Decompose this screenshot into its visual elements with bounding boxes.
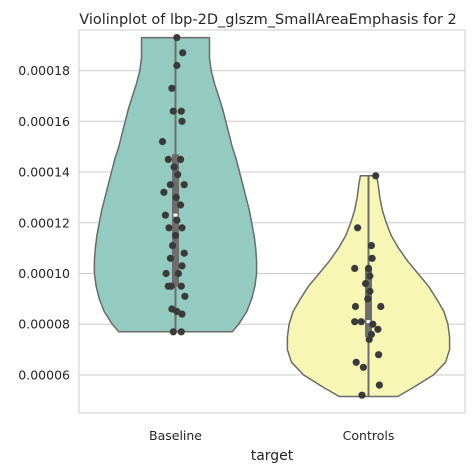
data-point (161, 211, 169, 219)
data-point (357, 318, 365, 326)
data-point (178, 224, 186, 232)
median-marker-baseline (173, 213, 178, 217)
data-point (177, 328, 185, 336)
data-point (164, 155, 172, 163)
data-point (364, 264, 373, 272)
violins (93, 36, 451, 398)
data-point (352, 358, 360, 366)
median-marker-controls (366, 320, 371, 324)
data-point (365, 335, 373, 343)
y-tick-label: 0.00008 (18, 317, 70, 332)
data-point (180, 181, 188, 189)
data-point (177, 201, 185, 209)
y-tick-label: 0.00018 (18, 63, 70, 78)
data-point (174, 171, 182, 179)
data-point (172, 193, 180, 201)
data-point (169, 242, 177, 250)
data-point (169, 107, 177, 115)
x-tick-label-baseline: Baseline (149, 428, 202, 443)
data-point (358, 391, 366, 399)
data-point (367, 242, 375, 250)
data-point (166, 181, 174, 189)
data-point (362, 280, 370, 288)
data-point (173, 34, 181, 42)
chart-title: Violinplot of lbp-2D_glszm_SmallAreaEmph… (79, 12, 457, 28)
data-point (165, 224, 173, 232)
iqr-box-controls (365, 268, 372, 337)
data-point (168, 84, 176, 92)
data-point (364, 295, 372, 303)
data-point (354, 224, 362, 232)
data-point (377, 302, 385, 311)
data-point (351, 302, 360, 311)
data-point (375, 351, 383, 359)
data-point (171, 231, 180, 240)
data-point (158, 138, 167, 146)
data-point (366, 287, 374, 295)
y-tick-label: 0.00006 (18, 367, 70, 382)
data-point (180, 249, 188, 257)
x-axis: Baseline Controls (149, 428, 394, 443)
data-point (366, 272, 374, 280)
data-point (167, 282, 175, 290)
data-point (372, 172, 380, 180)
y-axis: 0.00006 0.00008 0.00010 0.00012 0.00014 0.000… (18, 63, 70, 382)
data-point (166, 254, 174, 262)
data-point (181, 292, 189, 300)
strip-points (158, 34, 385, 399)
y-tick-label: 0.00010 (18, 266, 70, 281)
data-point (369, 320, 377, 328)
data-point (178, 117, 186, 125)
data-point (173, 216, 181, 224)
data-point (169, 328, 177, 336)
data-point (162, 269, 170, 278)
data-point (177, 155, 185, 163)
data-point (368, 254, 376, 262)
x-axis-label: target (251, 448, 294, 464)
data-point (178, 262, 186, 270)
data-point (160, 188, 168, 196)
data-point (351, 318, 359, 326)
y-tick-label: 0.00014 (18, 165, 70, 180)
data-point (375, 381, 383, 389)
data-point (359, 363, 367, 371)
data-point (179, 49, 187, 57)
data-point (177, 282, 185, 290)
data-point (351, 264, 359, 272)
y-tick-label: 0.00016 (18, 114, 70, 129)
data-point (174, 269, 182, 278)
data-point (170, 163, 178, 171)
data-point (178, 310, 186, 318)
plot-frame (78, 29, 466, 414)
data-point (374, 325, 382, 333)
data-point (177, 107, 185, 115)
x-tick-label-controls: Controls (343, 428, 395, 443)
data-point (173, 61, 181, 70)
y-tick-label: 0.00012 (18, 215, 70, 230)
